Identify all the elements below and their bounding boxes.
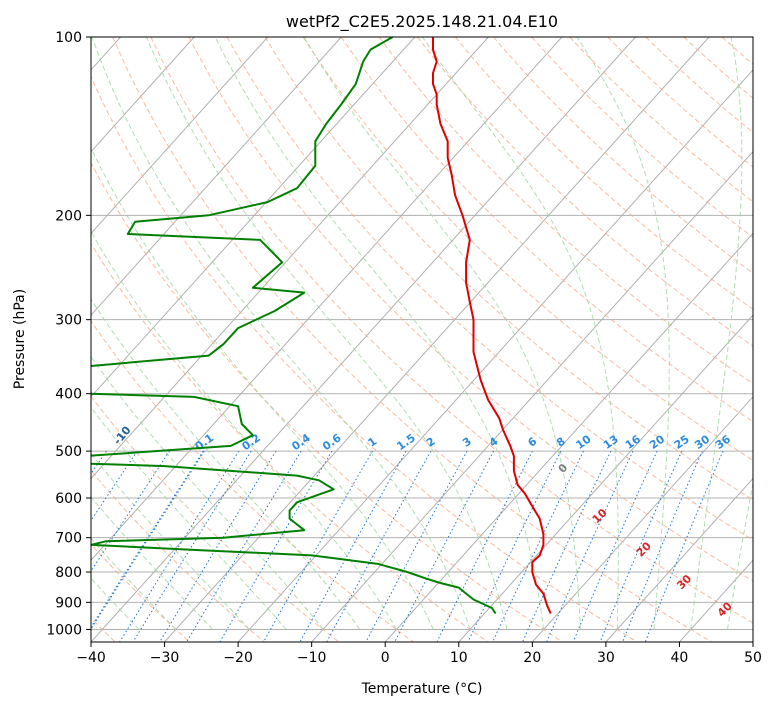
dry-adiabat bbox=[0, 37, 339, 642]
dry-adiabat bbox=[646, 37, 775, 642]
mixing-ratio-line bbox=[0, 451, 106, 642]
x-axis-label: Temperature (°C) bbox=[361, 681, 483, 697]
moist-adiabat bbox=[0, 37, 360, 629]
moist-adiabat bbox=[146, 37, 507, 629]
dry-adiabat-label: -10 bbox=[111, 423, 134, 447]
dry-adiabat bbox=[722, 37, 775, 642]
mixing-ratio-label: 36 bbox=[713, 432, 733, 452]
mixing-ratio-label: 4 bbox=[487, 435, 501, 450]
moist-adiabat-label: 20 bbox=[634, 539, 654, 559]
y-tick-label: 100 bbox=[55, 30, 82, 46]
x-tick-label: 10 bbox=[450, 650, 468, 666]
y-tick-label: 900 bbox=[55, 595, 82, 611]
dry-adiabat bbox=[75, 37, 638, 642]
dewpoint-profile bbox=[84, 37, 496, 614]
x-tick-label: 20 bbox=[523, 650, 541, 666]
y-tick-label: 800 bbox=[55, 565, 82, 581]
dry-adiabat bbox=[379, 37, 775, 642]
moist-adiabat bbox=[215, 37, 543, 629]
dry-adiabat bbox=[265, 37, 775, 642]
isotherm-gridline bbox=[753, 37, 775, 642]
y-tick-label: 400 bbox=[55, 387, 82, 403]
isotherm-gridline bbox=[312, 37, 775, 642]
mixing-ratio-line bbox=[623, 451, 703, 642]
mixing-ratio-line bbox=[493, 451, 584, 642]
moist-adiabat-label: 30 bbox=[674, 572, 694, 592]
y-tick-label: 700 bbox=[55, 531, 82, 547]
moist-adiabat-label: 0 bbox=[556, 461, 571, 476]
x-tick-label: −10 bbox=[297, 650, 327, 666]
mixing-ratio-label: 6 bbox=[526, 435, 540, 450]
chart-title: wetPf2_C2E5.2025.148.21.04.E10 bbox=[286, 12, 558, 32]
mixing-ratio-label: 2 bbox=[424, 435, 438, 450]
y-tick-label: 600 bbox=[55, 491, 82, 507]
isotherm-gridline bbox=[459, 37, 775, 642]
dry-adiabat bbox=[608, 37, 775, 642]
x-tick-label: −20 bbox=[223, 650, 253, 666]
dry-adiabat bbox=[456, 37, 775, 642]
x-tick-label: 50 bbox=[744, 650, 762, 666]
mixing-ratio-label: 8 bbox=[554, 435, 568, 450]
isotherm-gridline bbox=[238, 37, 775, 642]
mixing-ratio-line bbox=[366, 451, 467, 642]
y-tick-label: 200 bbox=[55, 208, 82, 224]
plot-frame bbox=[91, 37, 753, 642]
dry-adiabat bbox=[684, 37, 775, 642]
mixing-ratio-label: 20 bbox=[647, 432, 667, 452]
x-tick-label: −30 bbox=[150, 650, 180, 666]
mixing-ratio-label: 10 bbox=[574, 432, 594, 452]
mixing-ratio-label: 1.5 bbox=[394, 431, 417, 453]
mixing-ratio-label: 30 bbox=[692, 432, 712, 452]
y-tick-label: 500 bbox=[55, 444, 82, 460]
mixing-ratio-line bbox=[547, 451, 633, 642]
isotherm-gridline bbox=[679, 37, 775, 642]
moist-adiabat-label: 10 bbox=[590, 506, 610, 526]
x-tick-label: 0 bbox=[381, 650, 390, 666]
isotherm-gridline bbox=[385, 37, 775, 642]
mixing-ratio-line bbox=[468, 451, 561, 642]
mixing-ratio-label: 1 bbox=[366, 435, 380, 450]
mixing-ratio-label: 0.1 bbox=[193, 431, 216, 453]
y-axis-label: Pressure (hPa) bbox=[12, 289, 28, 389]
mixing-ratio-label: 16 bbox=[623, 432, 643, 452]
dry-adiabat bbox=[532, 37, 775, 642]
dry-adiabat bbox=[227, 37, 775, 642]
dry-adiabat bbox=[0, 37, 190, 642]
x-tick-label: 40 bbox=[671, 650, 689, 666]
isotherm-gridline bbox=[17, 37, 562, 642]
mixing-ratio-label: 13 bbox=[601, 433, 621, 452]
dry-adiabat bbox=[570, 37, 775, 642]
dry-adiabat bbox=[417, 37, 775, 642]
x-tick-label: 30 bbox=[597, 650, 615, 666]
mixing-ratio-line bbox=[187, 451, 302, 642]
mixing-ratio-label: 3 bbox=[460, 435, 474, 450]
y-tick-label: 300 bbox=[55, 313, 82, 329]
x-tick-label: −40 bbox=[76, 650, 106, 666]
mixing-ratio-line bbox=[645, 451, 723, 642]
y-tick-label: 1000 bbox=[46, 622, 82, 638]
mixing-ratio-label: 0.4 bbox=[289, 431, 313, 453]
mixing-ratio-label: 0.6 bbox=[320, 431, 344, 453]
